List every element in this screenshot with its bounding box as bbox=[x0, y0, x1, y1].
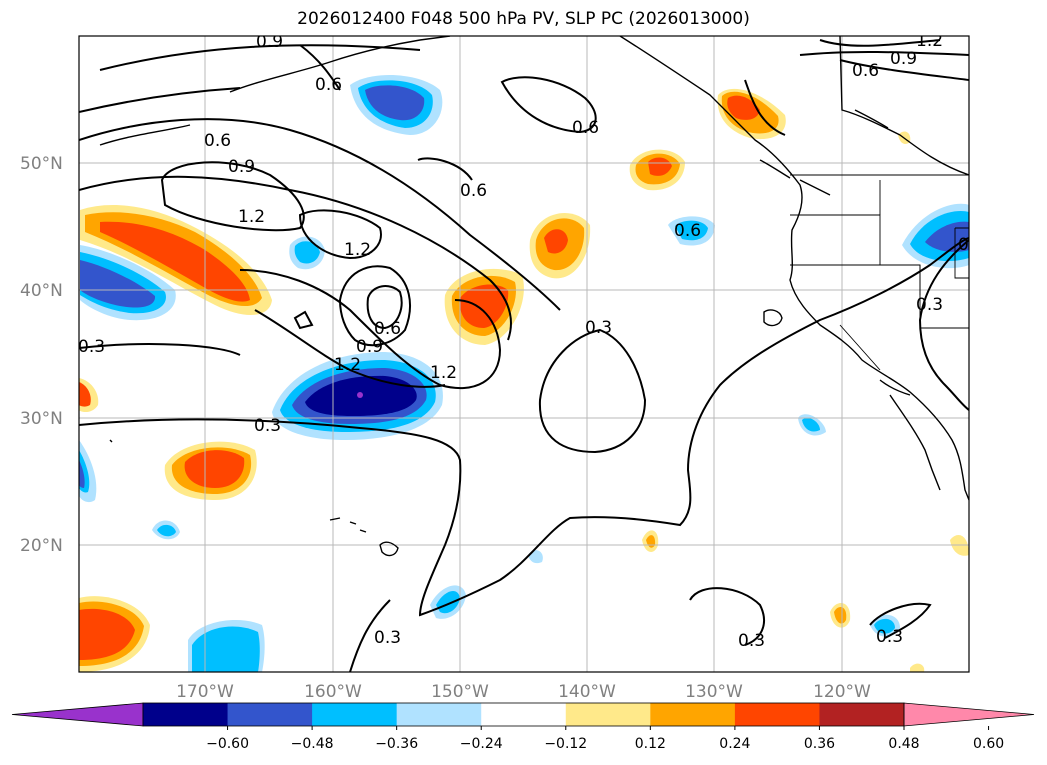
lat-label: 20°N bbox=[20, 536, 63, 556]
contour-label: 0.6 bbox=[374, 319, 401, 339]
map-gridlines bbox=[79, 36, 969, 672]
lat-label: 30°N bbox=[20, 409, 63, 429]
contour-label: 0.3 bbox=[738, 631, 765, 651]
contour-label: 0.3 bbox=[876, 627, 903, 647]
colorbar-border bbox=[142, 702, 905, 727]
colorbar-segment bbox=[481, 703, 567, 726]
colorbar-tick-label: 0.60 bbox=[973, 736, 1004, 752]
colorbar-segment bbox=[565, 703, 651, 726]
slp-contours bbox=[79, 39, 969, 672]
colorbar-tick-label: −0.24 bbox=[460, 736, 503, 752]
contour-label: 0.9 bbox=[356, 337, 383, 357]
colorbar-tick-label: −0.60 bbox=[206, 736, 249, 752]
contour-label: 0.9 bbox=[228, 157, 255, 177]
lon-label: 160°W bbox=[304, 682, 362, 702]
contour-label: 0.6 bbox=[852, 61, 879, 81]
contour-label: 0.9 bbox=[256, 32, 283, 52]
contour-label: 0.3 bbox=[958, 235, 985, 255]
contour-label: 0.9 bbox=[890, 49, 917, 69]
contour-label: 1.2 bbox=[334, 355, 361, 375]
map-area[interactable]: 0.9 0.6 0.6 0.9 1.2 0.6 0.6 1.2 0.6 0.9 … bbox=[78, 31, 985, 672]
colorbar-tick-label: 0.12 bbox=[635, 736, 666, 752]
contour-labels: 0.9 0.6 0.6 0.9 1.2 0.6 0.6 1.2 0.6 0.9 … bbox=[78, 31, 985, 651]
colorbar-segment bbox=[396, 703, 482, 726]
contour-label: 0.6 bbox=[460, 181, 487, 201]
lon-label: 150°W bbox=[431, 682, 489, 702]
colorbar-segment bbox=[819, 703, 905, 726]
colorbar-tick-label: 0.48 bbox=[888, 736, 919, 752]
contour-label: 1.2 bbox=[430, 363, 457, 383]
contour-label: 0.3 bbox=[254, 416, 281, 436]
map-border bbox=[78, 35, 970, 673]
lon-label: 130°W bbox=[685, 682, 743, 702]
colorbar-segment bbox=[650, 703, 736, 726]
contour-label: 0.6 bbox=[572, 118, 599, 138]
contour-label: 0.3 bbox=[916, 295, 943, 315]
contour-label: 0.6 bbox=[204, 131, 231, 151]
colorbar-tick-label: −0.48 bbox=[291, 736, 334, 752]
colorbar-segment bbox=[227, 703, 313, 726]
lon-label: 170°W bbox=[176, 682, 234, 702]
lon-label: 140°W bbox=[558, 682, 616, 702]
lat-label: 50°N bbox=[20, 154, 63, 174]
lon-label: 120°W bbox=[813, 682, 871, 702]
longitude-labels: 170°W 160°W 150°W 140°W 130°W 120°W bbox=[176, 682, 871, 702]
colorbar-segment bbox=[312, 703, 398, 726]
contour-label: 1.2 bbox=[238, 207, 265, 227]
latitude-labels: 50°N 40°N 30°N 20°N bbox=[20, 154, 63, 556]
colorbar-tick-label: −0.36 bbox=[375, 736, 418, 752]
colorbar-segment bbox=[734, 703, 820, 726]
colorbar-extend-max bbox=[903, 702, 1035, 727]
colorbar-segment bbox=[143, 703, 229, 726]
contour-label: 0.6 bbox=[315, 75, 342, 95]
colorbar-tick-label: 0.36 bbox=[804, 736, 835, 752]
colorbar: −0.60 −0.48 −0.36 −0.24 −0.12 0.12 0.24 0.36 0.4… bbox=[11, 702, 1035, 752]
political-borders bbox=[790, 174, 969, 371]
lat-label: 40°N bbox=[20, 281, 63, 301]
contour-label: 0.3 bbox=[78, 337, 105, 357]
colorbar-extend-min bbox=[11, 702, 144, 727]
contour-label: 1.2 bbox=[344, 240, 371, 260]
contour-label: 0.3 bbox=[585, 318, 612, 338]
map-title: 2026012400 F048 500 hPa PV, SLP PC (2026… bbox=[297, 9, 750, 29]
contour-label: 0.6 bbox=[674, 221, 701, 241]
contour-label: 1.2 bbox=[916, 31, 943, 51]
colorbar-tick-label: −0.12 bbox=[544, 736, 587, 752]
colorbar-tick-label: 0.24 bbox=[719, 736, 750, 752]
pv-anomaly-fills bbox=[79, 74, 969, 672]
contour-label: 0.3 bbox=[374, 628, 401, 648]
coastlines bbox=[99, 36, 969, 557]
